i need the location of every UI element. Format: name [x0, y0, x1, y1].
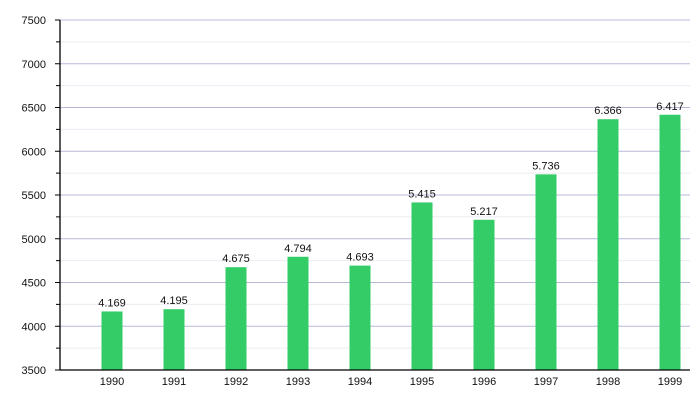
- bar: [411, 202, 433, 370]
- x-tick-label: 1995: [410, 376, 434, 388]
- bar: [225, 267, 247, 370]
- y-tick-label: 7000: [22, 59, 46, 71]
- x-tick-label: 1994: [348, 376, 372, 388]
- x-tick-label: 1997: [534, 376, 558, 388]
- y-tick-label: 6500: [22, 103, 46, 115]
- y-tick-label: 4000: [22, 321, 46, 333]
- data-label: 4.169: [98, 297, 126, 309]
- x-tick-label: 1991: [162, 376, 186, 388]
- y-tick-label: 7500: [22, 15, 46, 27]
- data-label: 4.675: [222, 253, 250, 265]
- y-tick-label: 5000: [22, 234, 46, 246]
- data-label: 6.366: [594, 105, 622, 117]
- data-label: 4.693: [346, 252, 374, 264]
- data-label: 5.217: [470, 206, 498, 218]
- x-tick-label: 1990: [100, 376, 124, 388]
- x-tick-label: 1996: [472, 376, 496, 388]
- bar: [349, 265, 371, 370]
- data-label: 4.195: [160, 295, 188, 307]
- data-label: 6.417: [656, 101, 684, 113]
- y-tick-label: 3500: [22, 365, 46, 377]
- bar: [659, 114, 681, 370]
- y-tick-label: 6000: [22, 146, 46, 158]
- bar: [163, 309, 185, 370]
- bar: [597, 119, 619, 370]
- bar: [535, 174, 557, 370]
- x-tick-label: 1992: [224, 376, 248, 388]
- x-tick-label: 1999: [658, 376, 682, 388]
- data-label: 5.736: [532, 160, 560, 172]
- bar: [287, 256, 309, 370]
- y-tick-label: 5500: [22, 190, 46, 202]
- bar: [473, 219, 495, 370]
- x-tick-label: 1998: [596, 376, 620, 388]
- x-tick-label: 1993: [286, 376, 310, 388]
- y-tick-label: 4500: [22, 278, 46, 290]
- data-label: 4.794: [284, 243, 312, 255]
- bar: [101, 311, 123, 370]
- data-label: 5.415: [408, 188, 436, 200]
